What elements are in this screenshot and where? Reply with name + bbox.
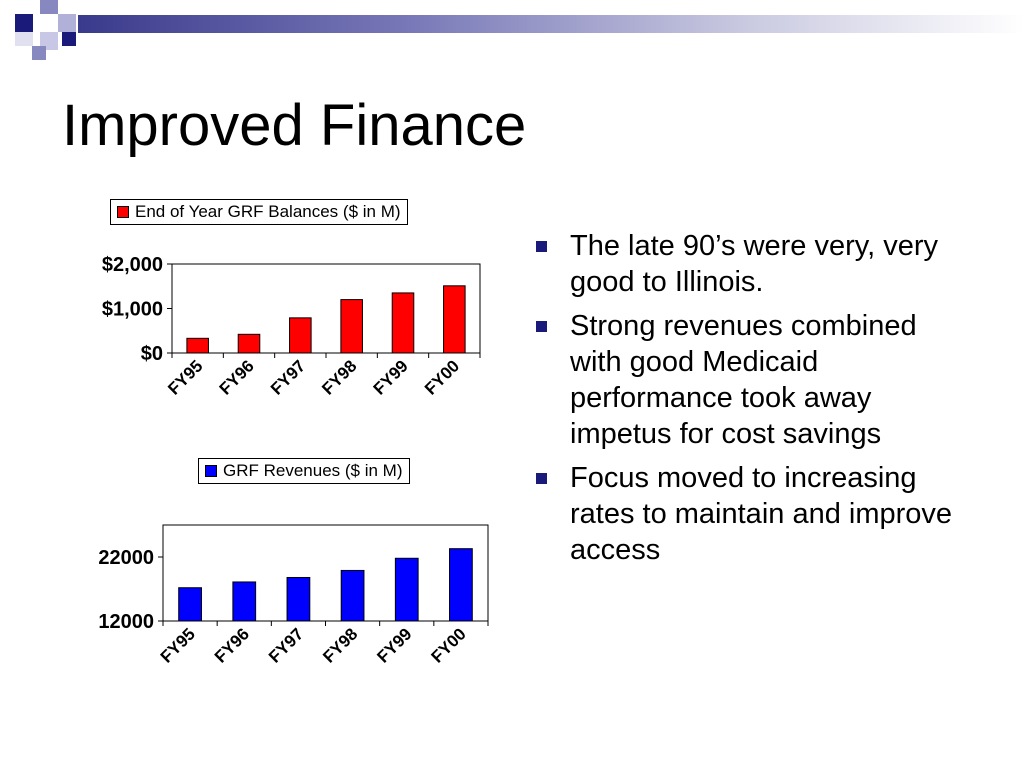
bullet-square-icon (536, 473, 547, 484)
revenues-bar (340, 569, 365, 622)
revenues-y-tick-label: 22000 (98, 547, 154, 569)
bullet-text: Strong revenues combined with good Medic… (570, 310, 917, 450)
revenues-x-tick-label: FY98 (319, 624, 361, 666)
revenues-y-tick-label: 12000 (98, 611, 154, 633)
deco-square-6 (15, 32, 33, 46)
balances-legend: End of Year GRF Balances ($ in M) (110, 199, 408, 225)
bullet-text: Focus moved to increasing rates to maint… (570, 462, 953, 566)
revenues-x-tick-label: FY95 (157, 624, 199, 666)
balances-y-tick-label: $2,000 (102, 254, 163, 276)
deco-square-2 (40, 0, 58, 14)
revenues-plot-area (162, 524, 489, 622)
balances-bar (237, 333, 261, 354)
bullet-square-icon (536, 241, 547, 252)
balances-plot-area (171, 263, 481, 354)
revenues-x-tick-label: FY00 (428, 624, 470, 666)
balances-legend-label: End of Year GRF Balances ($ in M) (135, 202, 401, 221)
bullet-list: The late 90’s were very, very good to Il… (532, 228, 972, 576)
deco-square-3 (58, 14, 76, 32)
deco-square-7 (32, 46, 46, 60)
revenues-bar (394, 557, 419, 622)
bullet-square-icon (536, 321, 547, 332)
deco-square-1 (15, 14, 33, 32)
balances-legend-swatch (117, 206, 129, 218)
revenues-bar (286, 576, 311, 622)
revenues-bar (449, 548, 473, 622)
balances-bar-chart: $0 $1,000 $2,000 FY95 FY96 FY97 FY98 FY99 FY00 (102, 254, 481, 399)
balances-x-tick-label: FY95 (164, 356, 206, 398)
balances-x-tick-label: FY97 (267, 356, 309, 398)
balances-x-tick-label: FY98 (318, 356, 360, 398)
revenues-bar-chart: 12000 22000 FY95 FY96 FY97 FY98 FY99 FY00 (98, 524, 489, 667)
balances-x-tick-label: FY99 (370, 356, 412, 398)
balances-bar (443, 285, 466, 354)
slide-title: Improved Finance (62, 93, 527, 158)
balances-bar (391, 292, 415, 354)
revenues-legend-swatch (205, 465, 217, 477)
header-gradient-bar (78, 15, 1024, 33)
deco-square-5 (62, 32, 76, 46)
balances-y-tick-label: $1,000 (102, 299, 163, 321)
bullet-item: The late 90’s were very, very good to Il… (532, 228, 972, 300)
revenues-bar (178, 587, 202, 622)
bullet-item: Focus moved to increasing rates to maint… (532, 460, 972, 568)
deco-square-4 (40, 32, 58, 50)
balances-x-tick-label: FY96 (216, 356, 258, 398)
revenues-x-tick-label: FY96 (211, 624, 253, 666)
balances-y-tick-label: $0 (141, 343, 163, 365)
balances-x-tick-label: FY00 (421, 356, 463, 398)
revenues-legend: GRF Revenues ($ in M) (198, 458, 410, 484)
revenues-x-tick-label: FY97 (265, 624, 307, 666)
revenues-x-tick-label: FY99 (373, 624, 415, 666)
balances-bar (340, 299, 363, 354)
revenues-legend-label: GRF Revenues ($ in M) (223, 461, 403, 480)
bullet-item: Strong revenues combined with good Medic… (532, 308, 972, 452)
revenues-bar (232, 581, 257, 622)
balances-bar (186, 337, 209, 354)
bullet-text: The late 90’s were very, very good to Il… (570, 230, 939, 298)
balances-bar (289, 317, 312, 354)
